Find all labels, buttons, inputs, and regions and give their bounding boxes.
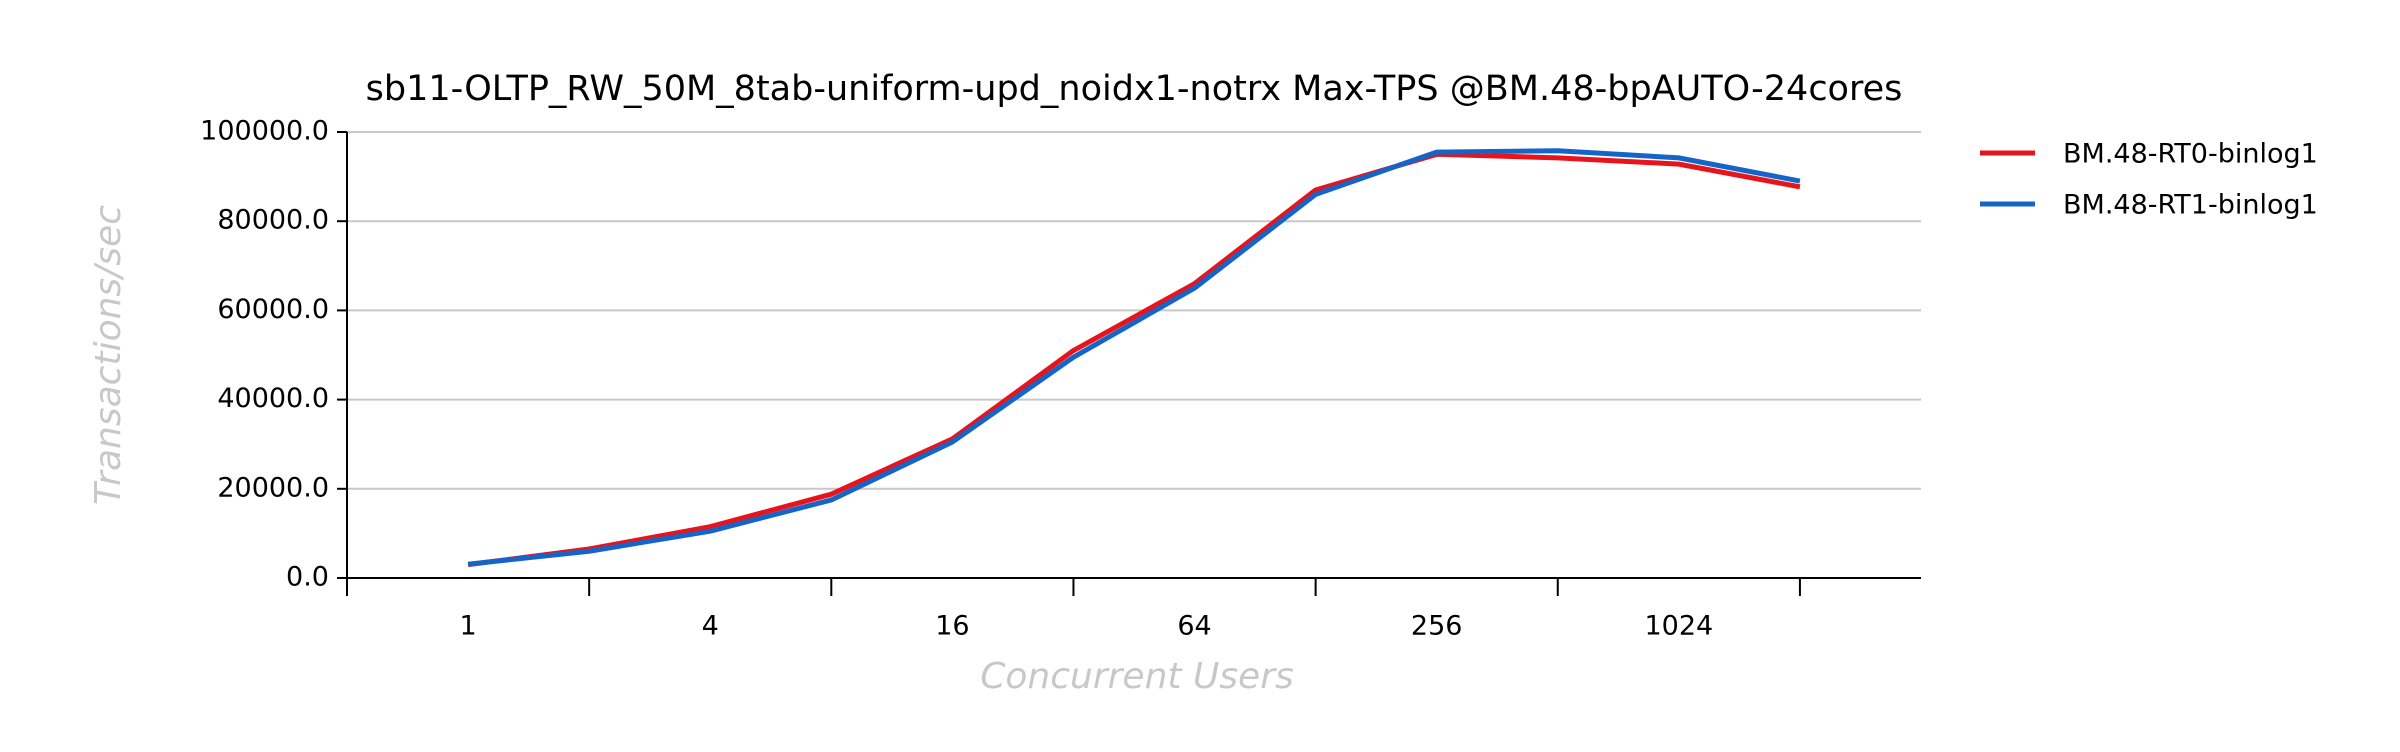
- x-axis-label: Concurrent Users: [980, 656, 1294, 697]
- legend-label: BM.48-RT0-binlog1: [2063, 139, 2318, 170]
- x-tick-label: 16: [935, 611, 969, 642]
- y-tick-label: 20000.0: [217, 472, 329, 503]
- x-tick-label: 1: [459, 611, 476, 642]
- legend-label: BM.48-RT1-binlog1: [2063, 190, 2318, 221]
- x-tick-label: 64: [1177, 611, 1211, 642]
- y-tick-label: 0.0: [286, 562, 329, 593]
- x-tick-label: 256: [1411, 611, 1463, 642]
- y-axis-label: Transactions/sec: [88, 205, 129, 505]
- chart-title: sb11-OLTP_RW_50M_8tab-uniform-upd_noidx1…: [366, 69, 1903, 109]
- data-line: [467, 148, 1801, 567]
- x-tick-label: 1024: [1644, 611, 1713, 642]
- data-line: [467, 151, 1801, 568]
- y-tick-label: 60000.0: [217, 294, 329, 325]
- y-tick-label: 40000.0: [217, 383, 329, 414]
- x-tick-label: 4: [702, 611, 719, 642]
- y-tick-label: 80000.0: [217, 205, 329, 236]
- y-tick-label: 100000.0: [200, 116, 329, 147]
